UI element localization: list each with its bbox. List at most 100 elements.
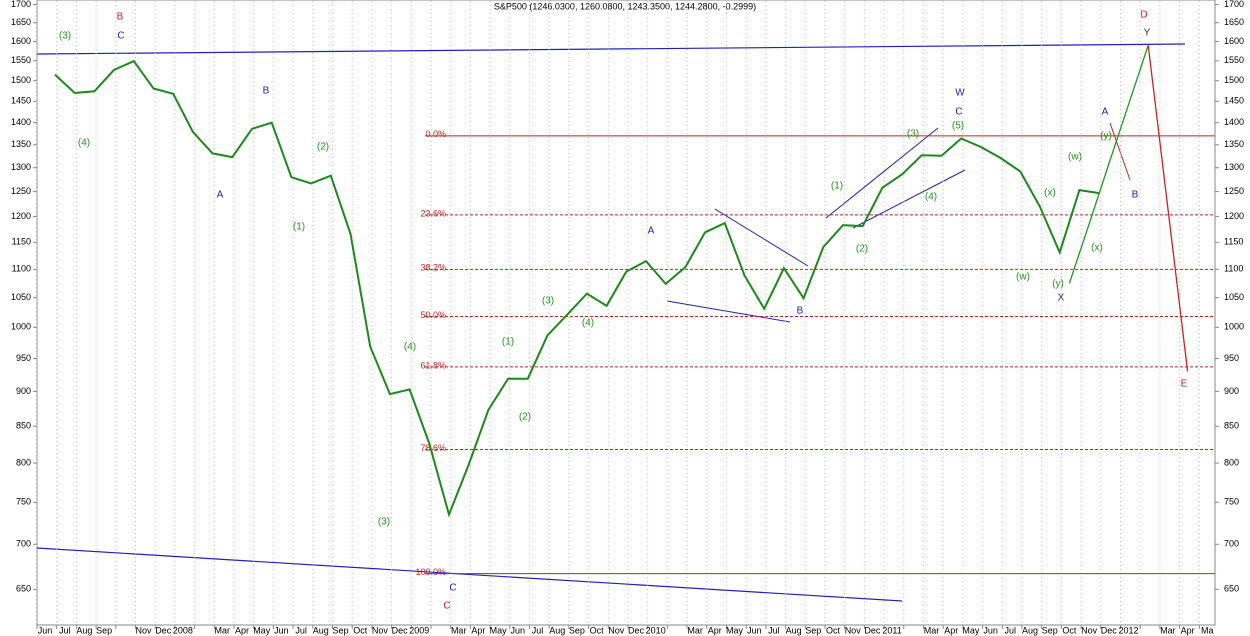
y-tick-label: 1600 <box>11 36 31 46</box>
wave-label: (2) <box>856 244 868 255</box>
x-tick-label: May <box>962 625 980 635</box>
x-tick-label: Oct <box>1062 625 1077 635</box>
series-line <box>1068 45 1149 284</box>
wave-label: C <box>955 107 962 118</box>
wave-label: (4) <box>582 318 594 329</box>
x-tick-label: Sep <box>569 625 585 635</box>
y-tick-label-right: 1400 <box>1224 117 1244 127</box>
x-tick-label: May <box>253 625 271 635</box>
wave-label: D <box>1140 10 1147 21</box>
x-tick-label: Mar <box>215 625 231 635</box>
fib-label: 23.6% <box>420 208 446 218</box>
trend-line <box>36 43 1186 55</box>
y-tick-label-right: 1250 <box>1224 186 1244 196</box>
x-tick-label: Mar <box>687 625 703 635</box>
x-tick-label: Jul <box>1005 625 1017 635</box>
y-tick-label-right: 1600 <box>1224 36 1244 46</box>
y-tick-label-right: 1550 <box>1224 55 1244 65</box>
x-tick-label: Aug <box>1022 625 1038 635</box>
y-tick-label: 1650 <box>11 17 31 27</box>
wave-label: (x) <box>1091 243 1103 254</box>
trend-line <box>852 169 966 229</box>
fib-label: 50.0% <box>420 310 446 320</box>
x-tick-label: Dec <box>1101 625 1118 635</box>
wave-label: (3) <box>907 129 919 140</box>
wave-label: (y) <box>1052 279 1064 290</box>
y-tick-label: 950 <box>16 353 31 363</box>
x-tick-label: Sep <box>332 625 348 635</box>
x-tick-label: Sep <box>1042 625 1058 635</box>
x-tick-label: 2008 <box>173 625 193 635</box>
wave-label: (4) <box>925 192 937 203</box>
y-tick-label-right: 950 <box>1224 353 1239 363</box>
x-tick-label: Apr <box>471 625 485 635</box>
y-tick-label: 1450 <box>11 96 31 106</box>
y-tick-label-right: 1700 <box>1224 0 1244 9</box>
y-tick-label: 1300 <box>11 162 31 172</box>
x-tick-label: Dec <box>155 625 172 635</box>
y-tick-label: 850 <box>16 421 31 431</box>
x-tick-label: Apr <box>708 625 722 635</box>
y-tick-label: 1200 <box>11 211 31 221</box>
y-tick-label: 1100 <box>12 264 31 274</box>
wave-label: C <box>443 601 450 612</box>
x-tick-label: May <box>726 625 744 635</box>
wave-label: (3) <box>378 517 390 528</box>
x-tick-label: Jun <box>38 625 53 635</box>
fib-label: 38.2% <box>420 263 446 273</box>
x-tick-label: Sep <box>805 625 821 635</box>
x-tick-label: Jun <box>983 625 998 635</box>
x-tick-label: Mar <box>924 625 940 635</box>
y-tick-label: 1700 <box>11 0 31 9</box>
series-line <box>1147 45 1189 372</box>
wave-label: (1) <box>293 222 305 233</box>
x-tick-label: Apr <box>944 625 958 635</box>
y-tick-label: 1550 <box>11 55 31 65</box>
y-tick-label-right: 1000 <box>1224 322 1244 332</box>
chart-title: S&P500 (1246.0300, 1260.0800, 1243.3500,… <box>494 1 756 11</box>
x-tick-label: Apr <box>235 625 249 635</box>
x-tick-label: Ma <box>1201 625 1214 635</box>
y-tick-label: 650 <box>16 584 31 594</box>
fib-label: 78.6% <box>420 443 446 453</box>
x-tick-label: Aug <box>76 625 92 635</box>
trend-line <box>666 300 791 323</box>
x-tick-label: Jul <box>768 625 780 635</box>
y-tick-label-right: 1200 <box>1224 211 1244 221</box>
y-tick-label: 1250 <box>11 186 31 196</box>
wave-label: B <box>263 86 270 97</box>
x-tick-label: May <box>490 625 508 635</box>
wave-label: B <box>1132 190 1139 201</box>
trend-line <box>714 208 809 267</box>
y-tick-label: 1000 <box>11 322 31 332</box>
wave-label: E <box>1181 379 1188 390</box>
y-tick-label-right: 1300 <box>1224 162 1244 172</box>
y-tick-label: 750 <box>16 497 31 507</box>
x-tick-label: Oct <box>590 625 605 635</box>
trend-line <box>825 127 939 219</box>
wave-label: (2) <box>317 142 329 153</box>
wave-label: (3) <box>542 296 554 307</box>
x-tick-label: Mar <box>451 625 467 635</box>
y-tick-label: 1050 <box>11 292 31 302</box>
x-tick-label: Apr <box>1181 625 1195 635</box>
series-line <box>54 59 1100 518</box>
y-tick-label: 900 <box>16 386 31 396</box>
x-tick-label: Aug <box>786 625 802 635</box>
wave-label: (w) <box>1068 152 1082 163</box>
fib-label: 0.0% <box>425 129 446 139</box>
x-tick-label: 2011 <box>882 625 901 635</box>
wave-label: C <box>117 31 124 42</box>
y-tick-label-right: 650 <box>1224 584 1239 594</box>
x-tick-label: Nov <box>845 625 862 635</box>
y-tick-label-right: 1050 <box>1224 292 1244 302</box>
wave-label: B <box>797 306 804 317</box>
x-tick-label: Jun <box>747 625 762 635</box>
y-tick-label-right: 900 <box>1224 386 1239 396</box>
wave-label: A <box>648 226 655 237</box>
wave-label: (5) <box>952 121 964 132</box>
x-tick-label: 2009 <box>409 625 429 635</box>
x-tick-label: Jul <box>532 625 544 635</box>
wave-label: B <box>117 12 124 23</box>
